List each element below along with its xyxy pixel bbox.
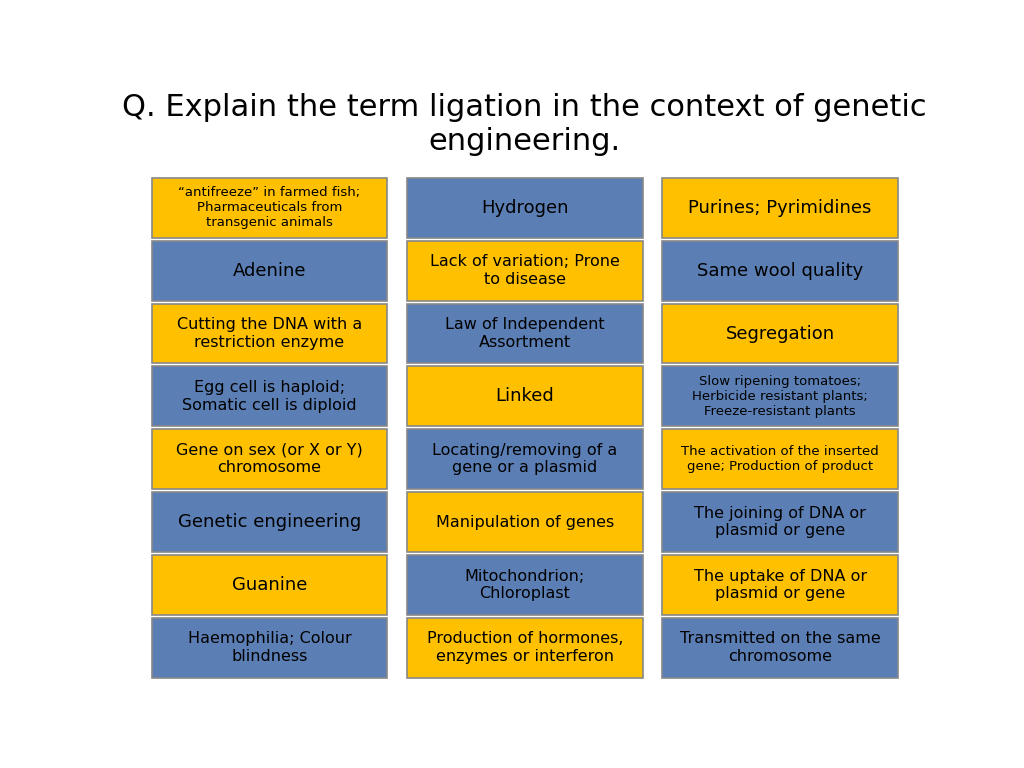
FancyBboxPatch shape bbox=[152, 492, 387, 552]
Text: Slow ripening tomatoes;
Herbicide resistant plants;
Freeze-resistant plants: Slow ripening tomatoes; Herbicide resist… bbox=[692, 375, 868, 418]
Text: Hydrogen: Hydrogen bbox=[481, 199, 568, 217]
FancyBboxPatch shape bbox=[663, 178, 898, 238]
Text: Lack of variation; Prone
to disease: Lack of variation; Prone to disease bbox=[430, 254, 620, 287]
Text: Locating/removing of a
gene or a plasmid: Locating/removing of a gene or a plasmid bbox=[432, 443, 617, 475]
FancyBboxPatch shape bbox=[663, 492, 898, 552]
FancyBboxPatch shape bbox=[152, 555, 387, 614]
FancyBboxPatch shape bbox=[408, 492, 642, 552]
Text: “antifreeze” in farmed fish;
Pharmaceuticals from
transgenic animals: “antifreeze” in farmed fish; Pharmaceuti… bbox=[178, 187, 360, 230]
Text: The uptake of DNA or
plasmid or gene: The uptake of DNA or plasmid or gene bbox=[693, 568, 866, 601]
FancyBboxPatch shape bbox=[408, 240, 642, 300]
FancyBboxPatch shape bbox=[663, 366, 898, 426]
FancyBboxPatch shape bbox=[408, 178, 642, 238]
Text: Q. Explain the term ligation in the context of genetic
engineering.: Q. Explain the term ligation in the cont… bbox=[123, 94, 927, 156]
FancyBboxPatch shape bbox=[152, 617, 387, 677]
Text: Mitochondrion;
Chloroplast: Mitochondrion; Chloroplast bbox=[465, 568, 585, 601]
FancyBboxPatch shape bbox=[663, 303, 898, 363]
Text: Guanine: Guanine bbox=[231, 576, 307, 594]
Text: Purines; Pyrimidines: Purines; Pyrimidines bbox=[688, 199, 871, 217]
Text: Manipulation of genes: Manipulation of genes bbox=[435, 515, 614, 529]
FancyBboxPatch shape bbox=[408, 429, 642, 489]
Text: Egg cell is haploid;
Somatic cell is diploid: Egg cell is haploid; Somatic cell is dip… bbox=[182, 380, 356, 412]
Text: Law of Independent
Assortment: Law of Independent Assortment bbox=[445, 317, 604, 349]
Text: Production of hormones,
enzymes or interferon: Production of hormones, enzymes or inter… bbox=[427, 631, 623, 664]
Text: Cutting the DNA with a
restriction enzyme: Cutting the DNA with a restriction enzym… bbox=[177, 317, 362, 349]
Text: The joining of DNA or
plasmid or gene: The joining of DNA or plasmid or gene bbox=[694, 506, 866, 538]
Text: Haemophilia; Colour
blindness: Haemophilia; Colour blindness bbox=[187, 631, 351, 664]
FancyBboxPatch shape bbox=[408, 366, 642, 426]
Text: Linked: Linked bbox=[496, 387, 554, 406]
Text: Transmitted on the same
chromosome: Transmitted on the same chromosome bbox=[680, 631, 881, 664]
Text: Gene on sex (or X or Y)
chromosome: Gene on sex (or X or Y) chromosome bbox=[176, 443, 362, 475]
FancyBboxPatch shape bbox=[663, 617, 898, 677]
Text: Adenine: Adenine bbox=[232, 262, 306, 280]
FancyBboxPatch shape bbox=[152, 240, 387, 300]
FancyBboxPatch shape bbox=[152, 178, 387, 238]
Text: Segregation: Segregation bbox=[726, 325, 835, 343]
FancyBboxPatch shape bbox=[408, 617, 642, 677]
FancyBboxPatch shape bbox=[663, 555, 898, 614]
Text: Same wool quality: Same wool quality bbox=[697, 262, 863, 280]
Text: The activation of the inserted
gene; Production of product: The activation of the inserted gene; Pro… bbox=[681, 445, 879, 473]
FancyBboxPatch shape bbox=[408, 303, 642, 363]
FancyBboxPatch shape bbox=[152, 429, 387, 489]
FancyBboxPatch shape bbox=[152, 366, 387, 426]
FancyBboxPatch shape bbox=[663, 429, 898, 489]
Text: Genetic engineering: Genetic engineering bbox=[178, 513, 361, 531]
FancyBboxPatch shape bbox=[408, 555, 642, 614]
FancyBboxPatch shape bbox=[663, 240, 898, 300]
FancyBboxPatch shape bbox=[152, 303, 387, 363]
